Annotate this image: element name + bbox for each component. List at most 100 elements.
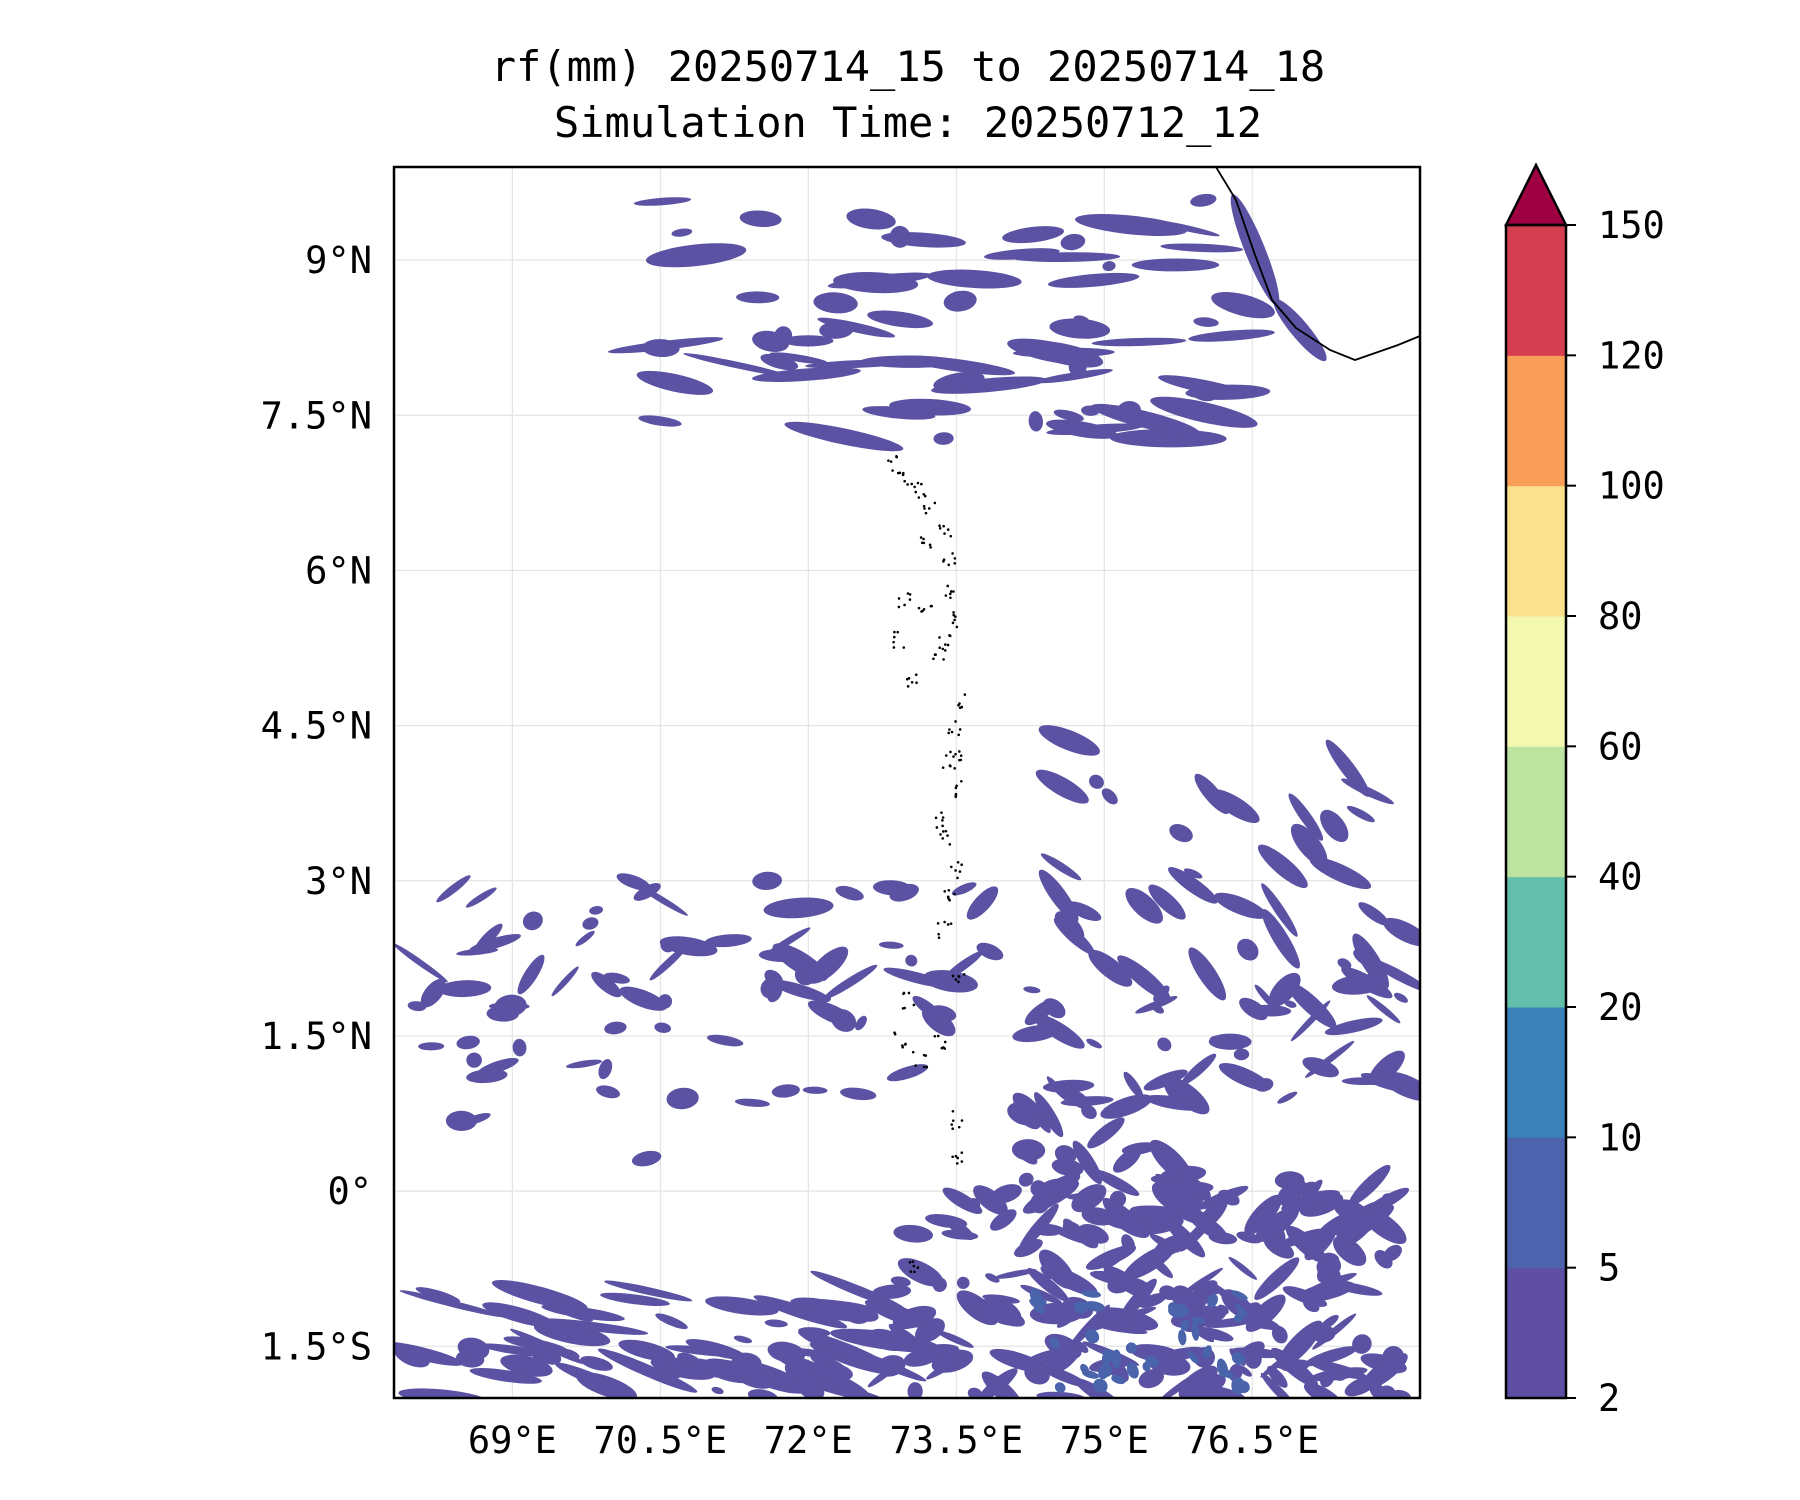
lat-tick-label: 3°N (305, 860, 372, 903)
rain-cell (394, 1341, 464, 1366)
rain-cell (1303, 1298, 1320, 1313)
rain-cell (1080, 1363, 1090, 1375)
rain-cell (1089, 774, 1104, 789)
rain-cell (1105, 1356, 1129, 1383)
rain-cell (951, 882, 977, 896)
rain-cell (1147, 1253, 1173, 1279)
atoll-dot (954, 869, 957, 872)
colorbar-tick-label: 120 (1598, 334, 1665, 377)
atoll-dot (954, 615, 957, 618)
atoll-dot (940, 811, 943, 814)
rain-cell (1081, 1104, 1097, 1120)
rain-cell (1237, 938, 1259, 961)
atoll-dot (907, 991, 911, 995)
rain-cell (977, 1368, 1018, 1398)
rain-cell (1144, 1094, 1204, 1111)
rain-cell (1030, 1224, 1062, 1236)
rain-cell (734, 1098, 770, 1107)
rain-cell (666, 1087, 699, 1110)
atoll-dot (917, 496, 921, 499)
lat-tick-label: 6°N (305, 549, 372, 592)
lat-tick-label: 9°N (305, 239, 372, 282)
atoll-dot (892, 635, 896, 639)
atoll-dot (948, 728, 951, 731)
atoll-dot (933, 501, 937, 505)
rain-cell (438, 980, 492, 998)
lat-tick-label: 7.5°N (261, 394, 372, 437)
atoll-dot (957, 733, 960, 737)
rain-cell (925, 1214, 968, 1229)
atoll-dot (927, 507, 931, 510)
rain-cell (897, 1258, 944, 1287)
rain-cell (1358, 902, 1389, 926)
atoll-dot (958, 702, 961, 705)
rain-cell (1100, 1094, 1153, 1119)
atoll-dot (901, 473, 905, 477)
atoll-dot (903, 603, 906, 607)
atoll-dot (896, 630, 900, 634)
rain-cell (415, 1287, 461, 1303)
rain-cell (517, 954, 545, 995)
rain-cell (840, 1087, 877, 1101)
atoll-dot (938, 646, 942, 650)
atoll-dot (938, 636, 941, 639)
rain-cell (933, 432, 954, 445)
atoll-dot (906, 685, 910, 688)
rain-cell (1117, 955, 1171, 1001)
rain-cell (1290, 1000, 1331, 1042)
atoll-dot (944, 754, 948, 757)
rain-cell (1098, 1366, 1110, 1380)
rain-cell (1324, 1017, 1383, 1036)
rain-cell (541, 1351, 562, 1365)
atoll-dot (943, 532, 946, 535)
rain-cell (638, 415, 682, 427)
atoll-dot (922, 1065, 926, 1069)
atoll-dot (949, 590, 953, 593)
rain-cell (752, 871, 783, 890)
atoll-dot (912, 1264, 916, 1268)
rain-cell (1193, 317, 1219, 327)
rain-cell (1185, 1197, 1204, 1211)
colorbar-tick-label: 100 (1598, 465, 1665, 508)
rain-cell (1181, 1053, 1217, 1085)
atoll-dot (960, 779, 963, 783)
rain-cell (1244, 1194, 1282, 1236)
rain-cell (903, 1347, 941, 1367)
colorbar-tick-label: 150 (1598, 204, 1665, 247)
rain-cell (1068, 1304, 1110, 1349)
rain-cell (806, 1361, 853, 1382)
atoll-dot (889, 460, 893, 463)
colorbar-segment (1506, 616, 1566, 747)
rain-cell (1236, 1231, 1262, 1244)
rain-cell (1231, 1352, 1246, 1365)
rain-cell (1261, 909, 1300, 969)
atoll-dot (951, 1127, 954, 1131)
atoll-dot (960, 1151, 964, 1154)
rain-cell (784, 421, 904, 452)
atoll-dot (933, 1034, 937, 1038)
atoll-dot (947, 563, 951, 567)
atoll-dot (943, 1040, 947, 1044)
atoll-dot (908, 593, 912, 596)
rain-cell (1030, 1180, 1047, 1198)
rain-cell (555, 1362, 630, 1395)
coastline (887, 167, 1420, 1274)
rain-cell (582, 917, 599, 930)
rain-cell (981, 1371, 1023, 1398)
lon-tick-label: 75°E (1060, 1419, 1149, 1462)
rain-cell (1107, 1306, 1157, 1324)
rain-cell (1169, 824, 1193, 843)
rain-cell (1102, 1197, 1147, 1238)
rain-cell (1074, 1378, 1126, 1398)
rain-cell (1188, 1306, 1220, 1327)
atoll-dot (903, 479, 906, 483)
rain-cell (1089, 1270, 1149, 1289)
rain-cell (1290, 823, 1328, 866)
atoll-dot (942, 658, 945, 661)
rain-cell (881, 232, 966, 248)
rain-cell (1036, 369, 1113, 384)
rain-cell (1179, 1373, 1226, 1398)
atoll-dot (958, 870, 962, 873)
rain-cell (1049, 318, 1111, 339)
rain-cell (1028, 411, 1043, 432)
